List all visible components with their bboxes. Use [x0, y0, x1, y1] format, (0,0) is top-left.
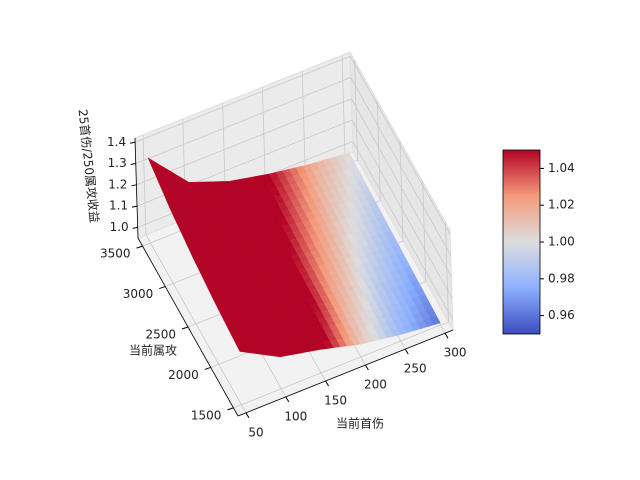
colorbar: [502, 149, 541, 335]
y-tick: [181, 326, 189, 330]
y-axis-label: 当前属攻: [129, 343, 177, 358]
colorbar-tick-label: 1.04: [548, 161, 575, 175]
y-tick: [136, 245, 143, 249]
x-tick-label: 150: [324, 393, 347, 407]
x-tick: [444, 332, 449, 339]
z-tick: [130, 141, 136, 144]
grid-line: [142, 134, 147, 235]
colorbar-tick-label: 1.02: [548, 198, 575, 212]
colorbar-tick-label: 0.98: [548, 271, 575, 285]
grid-line: [351, 119, 453, 299]
grid-line: [445, 221, 449, 322]
z-tick: [131, 184, 137, 187]
x-axis-label: 当前首伤: [336, 416, 384, 431]
x-tick-label: 300: [444, 346, 467, 360]
z-tick: [132, 226, 138, 229]
grid-line: [350, 77, 452, 256]
y-tick-label: 2500: [145, 328, 176, 342]
grid-line: [351, 98, 452, 278]
x-tick: [364, 364, 369, 371]
grid-line: [341, 55, 346, 156]
y-tick-label: 3500: [100, 247, 131, 261]
x-tick-label: 50: [248, 425, 263, 439]
z-axis-label: 25首伤/250属攻收益: [76, 108, 102, 223]
grid-line: [136, 98, 352, 186]
grid-line: [354, 60, 358, 161]
y-tick-label: 3000: [123, 287, 154, 301]
grid-line: [352, 141, 454, 320]
axis-line: [237, 329, 454, 417]
y-tick: [159, 286, 166, 290]
grid-line: [301, 71, 306, 172]
z-tick-label: 1.2: [108, 177, 127, 191]
colorbar-ticks: 0.96 0.98 1.00 1.02 1.04: [540, 161, 575, 322]
z-tick: [131, 205, 138, 208]
colorbar-tick-label: 0.96: [548, 308, 575, 322]
axis-line: [137, 237, 239, 417]
x-tick: [285, 396, 290, 403]
z-tick-label: 1.4: [107, 135, 126, 149]
y-tick: [227, 407, 234, 411]
x-tick: [325, 380, 330, 387]
x-tick: [404, 348, 409, 355]
axis-line: [134, 137, 139, 239]
y-tick-label: 2000: [168, 368, 199, 382]
grid-line: [349, 56, 451, 235]
surface: [147, 152, 441, 358]
grid-line: [134, 55, 351, 143]
z-tick-label: 1.0: [110, 220, 129, 234]
z-tick-label: 1.1: [109, 199, 128, 213]
x-tick-label: 200: [364, 378, 387, 392]
x-tick-label: 100: [284, 409, 307, 423]
y-tick-label: 1500: [191, 408, 222, 422]
colorbar-tick-label: 1.00: [548, 235, 575, 249]
x-tick: [245, 412, 250, 419]
y-tick: [204, 366, 211, 370]
grid-line: [135, 77, 351, 164]
surface-patch: [429, 315, 441, 326]
z-tick: [130, 163, 136, 166]
grid-line: [233, 321, 449, 409]
labels: 50 100 150 200 250 300 1500 2000 2500 3000 3500 1.0…: [100, 135, 466, 440]
grid-line: [262, 87, 266, 188]
grid-line: [422, 181, 427, 282]
z-tick-label: 1.3: [108, 156, 127, 170]
grid-line: [399, 140, 404, 242]
grid-line: [376, 100, 381, 201]
x-tick-label: 250: [404, 362, 427, 376]
